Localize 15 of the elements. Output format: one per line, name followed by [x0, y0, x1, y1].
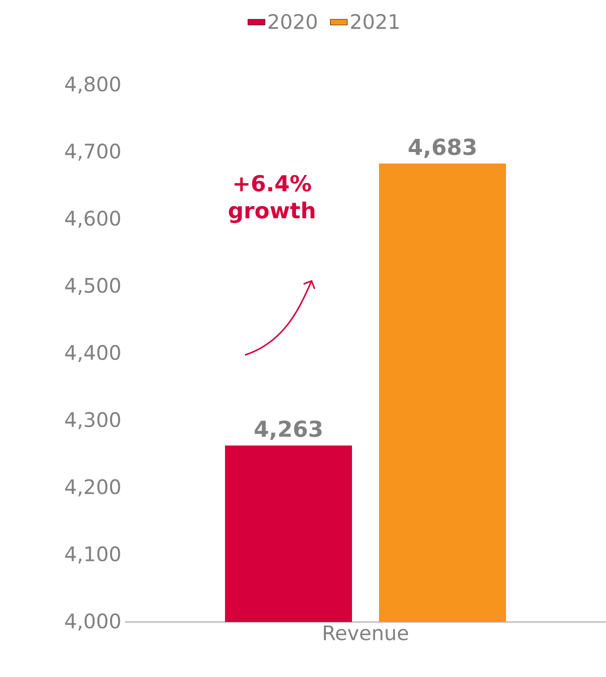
y-tick-label: 4,400	[65, 344, 120, 362]
data-label: 4,683	[408, 138, 476, 158]
y-tick-label: 4,100	[65, 546, 120, 564]
y-tick-label: 4,800	[65, 76, 120, 94]
x-tick-label: Revenue	[324, 626, 408, 640]
y-tick-label: 4,500	[65, 278, 120, 295]
y-tick-label: 4,200	[65, 479, 120, 496]
data-label: 4,263	[254, 420, 322, 440]
legend-label: 2020	[268, 14, 317, 30]
y-tick-label: 4,700	[65, 144, 120, 161]
annotation: +6.4% growth	[228, 174, 314, 224]
legend-label: 2021	[351, 14, 399, 30]
y-tick-label: 4,000	[65, 613, 120, 631]
y-tick-label: 4,600	[65, 210, 120, 228]
y-tick-label: 4,300	[65, 412, 120, 430]
